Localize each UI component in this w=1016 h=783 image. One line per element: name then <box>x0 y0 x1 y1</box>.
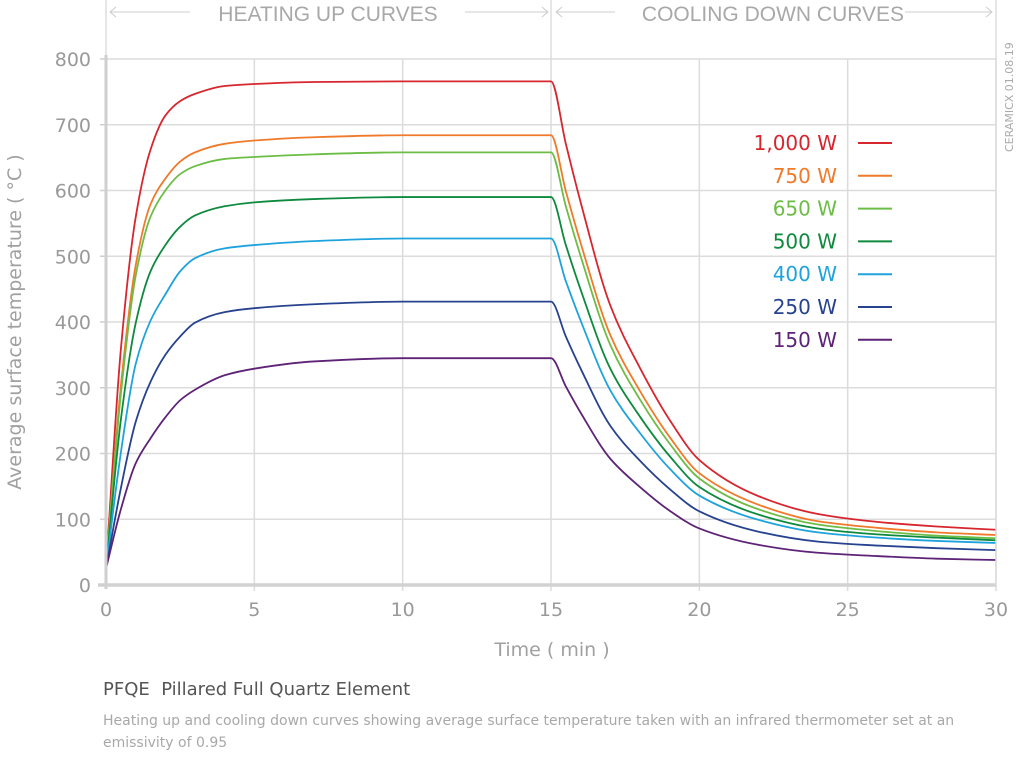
y-tick-label: 300 <box>55 378 91 400</box>
legend-label: 750 W <box>773 164 838 188</box>
arrow-right-icon-head <box>541 6 549 18</box>
x-tick-label: 20 <box>687 599 711 621</box>
series-line-250w <box>105 300 997 569</box>
chart-caption: Heating up and cooling down curves showi… <box>103 713 955 751</box>
x-tick-label: 10 <box>391 599 415 621</box>
y-tick-label: 700 <box>55 115 91 137</box>
section-header: HEATING UP CURVES COOLING DOWN CURVES <box>105 0 997 59</box>
arrow-right-icon-head <box>985 6 993 18</box>
series-line-750w <box>105 134 997 569</box>
y-tick-label: 100 <box>55 509 91 531</box>
arrow-left-icon-head <box>109 6 117 18</box>
x-tick-label: 30 <box>984 599 1008 621</box>
legend-label: 500 W <box>773 229 838 253</box>
series-line-150w <box>105 357 997 569</box>
legend-label: 1,000 W <box>754 131 838 155</box>
series-line-400w <box>105 237 997 569</box>
y-tick-label: 200 <box>55 444 91 466</box>
series-line-650w <box>105 151 997 569</box>
y-tick-label: 0 <box>79 575 91 597</box>
y-tick-label: 400 <box>55 312 91 334</box>
y-axis-label: Average surface temperature ( °C ) <box>4 154 26 489</box>
heating-section-label: HEATING UP CURVES <box>218 3 437 26</box>
x-tick-label: 25 <box>836 599 860 621</box>
legend: 1,000 W 750 W 650 W 500 W 400 W 250 W 150 W <box>754 131 892 352</box>
series-lines <box>105 80 997 569</box>
series-line-1000w <box>105 80 997 569</box>
x-tick-label: 5 <box>248 599 260 621</box>
y-tick-label: 500 <box>55 246 91 268</box>
y-tick-label: 600 <box>55 181 91 203</box>
axes: 0 100 200 300 400 500 600 700 800 0 5 10 15 20 25 30 <box>55 49 1008 621</box>
legend-label: 650 W <box>773 197 838 221</box>
legend-label: 150 W <box>773 328 838 352</box>
watermark: CERAMICX 01.08.19 <box>1003 42 1016 152</box>
x-tick-label: 0 <box>100 599 112 621</box>
chart-title: PFQE Pillared Full Quartz Element <box>103 679 411 700</box>
grid <box>106 58 997 591</box>
x-tick-label: 15 <box>539 599 563 621</box>
cooling-section-label: COOLING DOWN CURVES <box>642 3 904 26</box>
legend-label: 250 W <box>773 295 838 319</box>
legend-label: 400 W <box>773 262 838 286</box>
series-line-500w <box>105 196 997 569</box>
arrow-left-icon-head <box>555 6 563 18</box>
y-tick-label: 800 <box>55 49 91 71</box>
x-axis-label: Time ( min ) <box>493 639 609 661</box>
